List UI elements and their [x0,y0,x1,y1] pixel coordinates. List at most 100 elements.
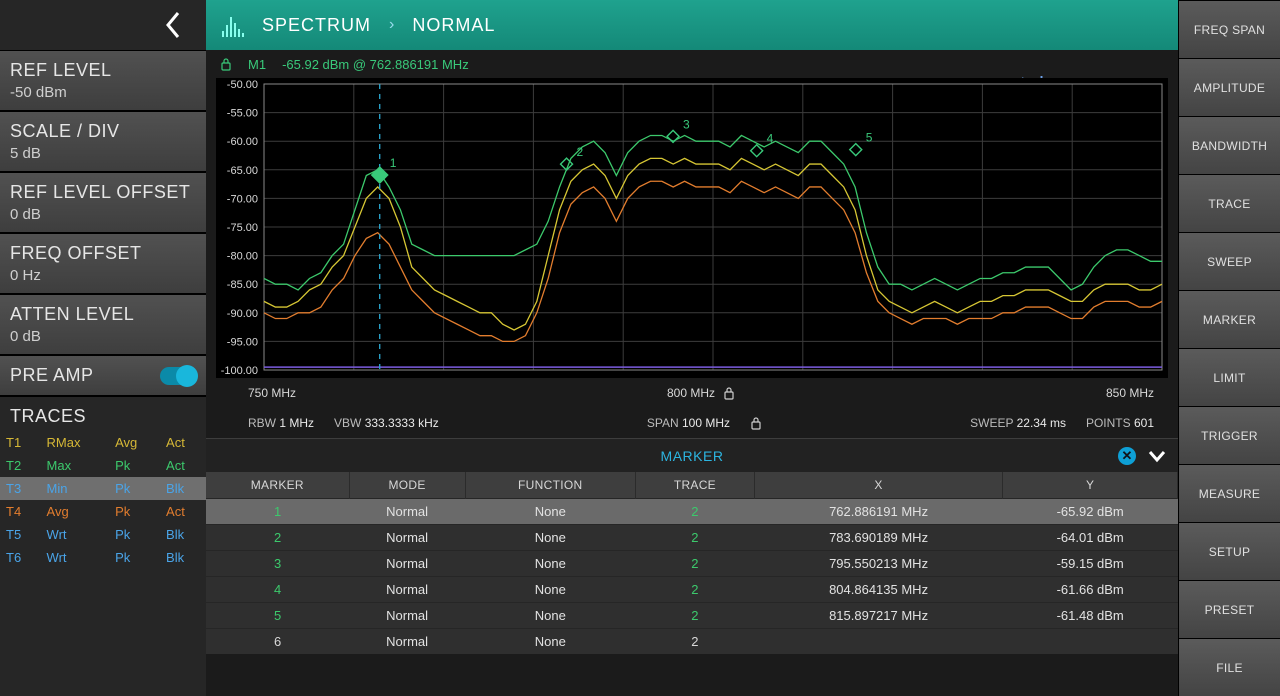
marker-col-header: MODE [349,472,465,499]
trace-row[interactable]: T4AvgPkAct [0,500,206,523]
active-marker-label: M1 [248,57,266,72]
marker-panel-title: MARKER [206,448,1178,464]
menu-freq-span[interactable]: FREQ SPAN [1178,0,1280,58]
marker-cell [1003,629,1178,655]
rbw-label: RBW [248,416,276,430]
x-start-label: 750 MHz [248,386,296,400]
trace-cell: T1 [0,431,41,454]
span-value: 100 MHz [682,416,730,430]
trace-row[interactable]: T1RMaxAvgAct [0,431,206,454]
param-atten-level[interactable]: ATTEN LEVEL0 dB [0,294,206,355]
param-ref-level[interactable]: REF LEVEL -50 dBm [0,50,206,111]
svg-text:5: 5 [866,131,873,145]
chevron-right-icon: › [385,16,398,34]
trace-cell: Blk [160,523,206,546]
marker-cell: 804.864135 MHz [754,577,1003,603]
trace-cell: Pk [109,454,160,477]
svg-text:4: 4 [767,132,774,146]
close-marker-panel-button[interactable]: ✕ [1118,447,1136,465]
marker-row[interactable]: 3NormalNone2795.550213 MHz-59.15 dBm [206,551,1178,577]
trace-cell: Act [160,431,206,454]
trace-cell: Avg [41,500,110,523]
menu-trace[interactable]: TRACE [1178,174,1280,232]
marker-row[interactable]: 4NormalNone2804.864135 MHz-61.66 dBm [206,577,1178,603]
marker-cell: Normal [349,499,465,525]
span-label: SPAN [647,416,679,430]
marker-cell: None [465,551,635,577]
top-bar: SPECTRUM › NORMAL [206,0,1178,50]
menu-setup[interactable]: SETUP [1178,522,1280,580]
marker-col-header: TRACE [635,472,754,499]
menu-limit[interactable]: LIMIT [1178,348,1280,406]
svg-text:-75.00: -75.00 [227,222,258,234]
marker-cell: Normal [349,577,465,603]
marker-cell: 2 [635,603,754,629]
param-value: -50 dBm [10,84,196,101]
param-title: SCALE / DIV [10,121,196,142]
marker-cell: 2 [635,525,754,551]
trace-cell: Blk [160,477,206,500]
marker-row[interactable]: 2NormalNone2783.690189 MHz-64.01 dBm [206,525,1178,551]
marker-cell: -59.15 dBm [1003,551,1178,577]
rbw-value: 1 MHz [279,416,314,430]
param-title: REF LEVEL OFFSET [10,182,196,203]
marker-cell: 1 [206,499,349,525]
breadcrumb-mode[interactable]: NORMAL [412,15,495,36]
param-value: 0 dB [10,328,196,345]
sweep-value: 22.34 ms [1017,416,1066,430]
menu-file[interactable]: FILE [1178,638,1280,696]
x-center-label: 800 MHz [667,386,715,400]
menu-bandwidth[interactable]: BANDWIDTH [1178,116,1280,174]
marker-row[interactable]: 6NormalNone2 [206,629,1178,655]
menu-trigger[interactable]: TRIGGER [1178,406,1280,464]
svg-text:-60.00: -60.00 [227,136,258,148]
marker-cell: None [465,525,635,551]
svg-text:-80.00: -80.00 [227,251,258,263]
marker-cell: Normal [349,629,465,655]
param-freq-offset[interactable]: FREQ OFFSET0 Hz [0,233,206,294]
marker-cell: 2 [635,551,754,577]
marker-cell: Normal [349,603,465,629]
marker-col-header: MARKER [206,472,349,499]
menu-sweep[interactable]: SWEEP [1178,232,1280,290]
svg-text:-100.00: -100.00 [221,365,258,377]
marker-cell: None [465,499,635,525]
menu-amplitude[interactable]: AMPLITUDE [1178,58,1280,116]
marker-table: MARKERMODEFUNCTIONTRACEXY 1NormalNone276… [206,472,1178,654]
marker-cell: None [465,603,635,629]
left-sidebar: REF LEVEL-50 dBmSCALE / DIV5 dBREF LEVEL… [0,0,206,696]
svg-text:3: 3 [683,117,690,131]
breadcrumb-spectrum[interactable]: SPECTRUM [262,15,371,36]
menu-preset[interactable]: PRESET [1178,580,1280,638]
menu-marker[interactable]: MARKER [1178,290,1280,348]
marker-cell: 815.897217 MHz [754,603,1003,629]
trace-cell: Avg [109,431,160,454]
trace-row[interactable]: T6WrtPkBlk [0,546,206,569]
param-value: 0 dB [10,206,196,223]
trace-cell: Pk [109,523,160,546]
marker-cell: 2 [635,577,754,603]
marker-row[interactable]: 1NormalNone2762.886191 MHz-65.92 dBm [206,499,1178,525]
marker-cell: 4 [206,577,349,603]
points-value: 601 [1134,416,1154,430]
lock-icon [220,57,232,71]
spectrum-chart[interactable]: -100.00-95.00-90.00-85.00-80.00-75.00-70… [216,78,1168,378]
back-button[interactable] [0,0,206,50]
marker-cell: 795.550213 MHz [754,551,1003,577]
chevron-down-icon[interactable] [1146,445,1168,467]
switch-icon [160,367,196,385]
param-scale-div[interactable]: SCALE / DIV5 dB [0,111,206,172]
trace-cell: Wrt [41,523,110,546]
param-title: REF LEVEL [10,60,196,81]
preamp-toggle[interactable]: PRE AMP [0,355,206,396]
param-ref-level-offset[interactable]: REF LEVEL OFFSET 0 dB [0,172,206,233]
svg-text:-55.00: -55.00 [227,108,258,120]
x-stop-label: 850 MHz [1106,386,1154,400]
trace-row[interactable]: T2MaxPkAct [0,454,206,477]
marker-row[interactable]: 5NormalNone2815.897217 MHz-61.48 dBm [206,603,1178,629]
trace-row[interactable]: T3MinPkBlk [0,477,206,500]
trace-row[interactable]: T5WrtPkBlk [0,523,206,546]
spectrum-logo-icon [220,11,248,39]
marker-cell: -61.48 dBm [1003,603,1178,629]
menu-measure[interactable]: MEASURE [1178,464,1280,522]
